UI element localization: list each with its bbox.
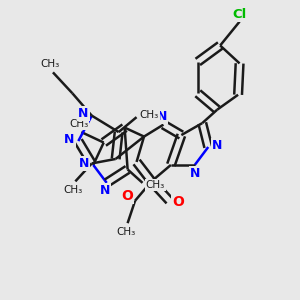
Text: CH₃: CH₃ [140, 110, 159, 120]
Text: N: N [100, 184, 110, 197]
Text: CH₃: CH₃ [69, 119, 88, 129]
Text: N: N [157, 110, 167, 123]
Text: CH₃: CH₃ [63, 185, 82, 195]
Text: N: N [64, 133, 75, 146]
Text: O: O [172, 195, 184, 209]
Text: N: N [79, 157, 89, 170]
Text: CH₃: CH₃ [146, 180, 165, 190]
Text: CH₃: CH₃ [40, 59, 60, 69]
Text: N: N [190, 167, 201, 180]
Text: O: O [121, 189, 133, 203]
Text: CH₃: CH₃ [116, 226, 136, 236]
Text: Cl: Cl [232, 8, 247, 21]
Text: N: N [78, 107, 88, 120]
Text: N: N [212, 139, 222, 152]
